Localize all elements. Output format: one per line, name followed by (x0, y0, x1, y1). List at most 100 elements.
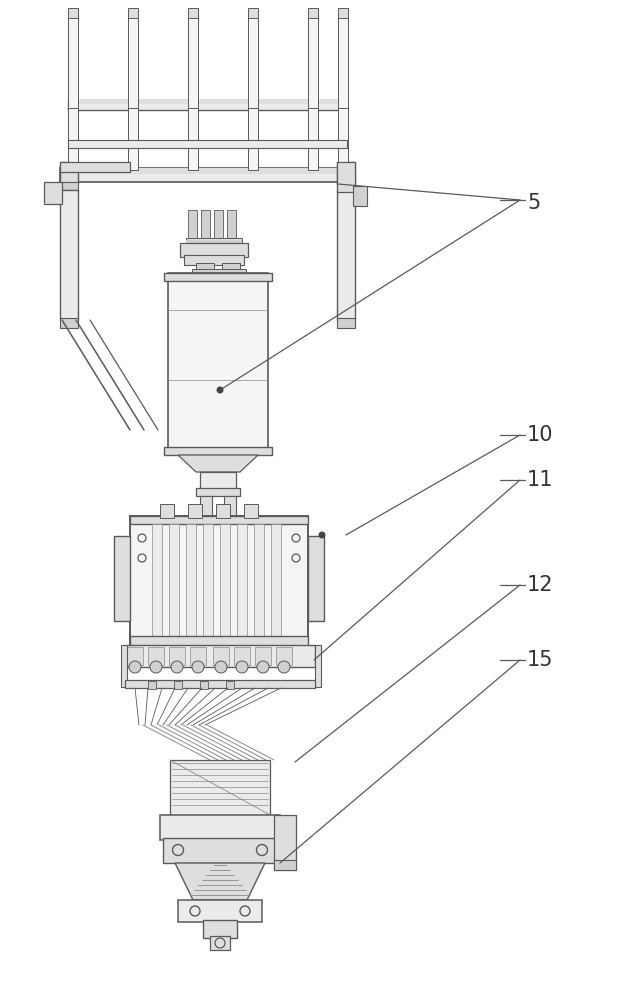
Bar (186, 240, 242, 244)
Bar (174, 681, 182, 689)
Bar (274, 860, 296, 870)
Bar (68, 100, 347, 104)
Bar (164, 273, 272, 281)
Bar (60, 168, 355, 174)
Text: 10: 10 (527, 425, 554, 445)
Bar (308, 536, 324, 621)
Bar (337, 162, 355, 192)
Bar (196, 263, 214, 271)
Bar (200, 496, 212, 518)
Bar (271, 524, 281, 636)
Circle shape (318, 532, 326, 538)
Circle shape (216, 386, 224, 393)
Bar (188, 8, 198, 18)
Bar (130, 516, 308, 646)
Bar (338, 10, 348, 168)
Bar (337, 182, 355, 190)
Bar (148, 681, 156, 689)
Bar (68, 10, 78, 168)
Circle shape (150, 661, 162, 673)
Bar (188, 504, 202, 518)
Text: 5: 5 (527, 193, 540, 213)
Bar (203, 524, 213, 636)
Bar (224, 496, 236, 518)
Bar (184, 255, 244, 265)
Bar (164, 447, 272, 455)
Bar (114, 536, 130, 621)
Circle shape (236, 661, 248, 673)
Bar (60, 190, 78, 320)
Text: 15: 15 (527, 650, 554, 670)
Bar (227, 210, 236, 240)
Bar (125, 680, 315, 688)
Bar (244, 504, 258, 518)
Bar (201, 210, 210, 240)
Bar (178, 900, 262, 922)
Bar (170, 760, 270, 815)
Bar (274, 815, 296, 870)
Bar (216, 504, 230, 518)
Bar (248, 8, 258, 18)
Bar (60, 162, 130, 172)
Bar (163, 838, 277, 863)
Bar (128, 8, 138, 18)
Bar (60, 182, 78, 190)
Bar (168, 273, 268, 453)
Bar (169, 647, 185, 665)
Bar (60, 168, 355, 182)
Bar (308, 108, 318, 170)
Bar (148, 647, 164, 665)
Bar (188, 108, 198, 170)
Bar (128, 108, 138, 170)
Bar (353, 186, 367, 206)
Bar (214, 210, 223, 240)
Bar (248, 10, 258, 168)
Bar (128, 10, 138, 168)
Bar (125, 645, 315, 667)
Bar (169, 524, 179, 636)
Text: 11: 11 (527, 470, 554, 490)
Polygon shape (178, 455, 258, 472)
Bar (338, 8, 348, 18)
Bar (276, 647, 292, 665)
Bar (152, 524, 162, 636)
Bar (213, 647, 229, 665)
Bar (210, 936, 230, 950)
Bar (68, 140, 347, 148)
Bar (160, 815, 280, 840)
Bar (337, 318, 355, 328)
Bar (188, 210, 197, 240)
Bar (222, 263, 240, 271)
Bar (226, 681, 234, 689)
Bar (200, 472, 236, 490)
Bar (60, 318, 78, 328)
Bar (315, 645, 321, 687)
Circle shape (278, 661, 290, 673)
Bar (68, 8, 78, 18)
Bar (338, 108, 348, 170)
Bar (68, 108, 78, 170)
Bar (160, 504, 174, 518)
Bar (60, 162, 78, 184)
Bar (180, 243, 248, 257)
Bar (196, 488, 240, 496)
Bar (130, 636, 308, 646)
Bar (337, 162, 355, 184)
Bar (186, 238, 242, 244)
Bar (186, 524, 196, 636)
Bar (68, 100, 347, 110)
Bar (248, 108, 258, 170)
Circle shape (171, 661, 183, 673)
Bar (255, 647, 271, 665)
Polygon shape (175, 863, 265, 900)
Bar (192, 269, 246, 275)
Bar (44, 182, 62, 204)
Circle shape (129, 661, 141, 673)
Bar (234, 647, 250, 665)
Bar (200, 681, 208, 689)
Bar (220, 524, 230, 636)
Bar (203, 920, 237, 938)
Bar (308, 10, 318, 168)
Bar (254, 524, 264, 636)
Bar (237, 524, 247, 636)
